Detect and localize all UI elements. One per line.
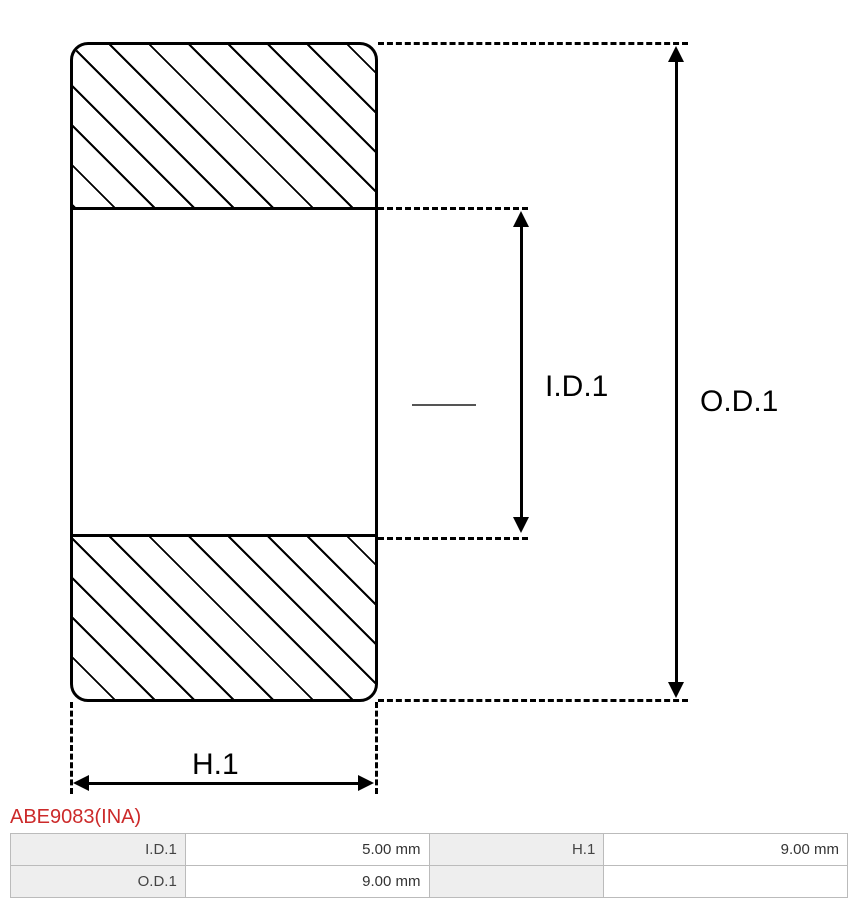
spec-key: I.D.1: [11, 834, 186, 866]
id-extension-top: [378, 207, 528, 210]
spec-value: 5.00 mm: [185, 834, 429, 866]
id-label: I.D.1: [545, 370, 608, 404]
page: O.D.1 I.D.1 H.1 ABE9083(INA) I.D.1 5.00 …: [0, 0, 848, 898]
table-row: I.D.1 5.00 mm H.1 9.00 mm: [11, 834, 848, 866]
od-label: O.D.1: [700, 385, 778, 419]
od-dimension-line: [675, 52, 678, 692]
id-arrowhead-top: [513, 211, 529, 227]
od-arrowhead-top: [668, 46, 684, 62]
spec-value: 9.00 mm: [185, 866, 429, 898]
spec-table: I.D.1 5.00 mm H.1 9.00 mm O.D.1 9.00 mm: [10, 833, 848, 898]
spec-key: H.1: [429, 834, 604, 866]
h1-arrowhead-right: [358, 775, 374, 791]
bushing-outline: [70, 42, 378, 702]
id-dimension-line: [520, 217, 523, 529]
bushing-cross-section-diagram: O.D.1 I.D.1 H.1: [0, 0, 848, 800]
part-number-title: ABE9083(INA): [0, 800, 848, 833]
spec-value: 9.00 mm: [604, 834, 848, 866]
h1-dimension-line: [80, 782, 368, 785]
h1-extension-right: [375, 702, 378, 794]
table-row: O.D.1 9.00 mm: [11, 866, 848, 898]
h1-arrowhead-left: [73, 775, 89, 791]
id-arrowhead-bottom: [513, 517, 529, 533]
spec-key: O.D.1: [11, 866, 186, 898]
hatched-wall-top: [73, 45, 375, 210]
hatched-wall-bottom: [73, 534, 375, 699]
spec-value: [604, 866, 848, 898]
od-arrowhead-bottom: [668, 682, 684, 698]
spec-key: [429, 866, 604, 898]
od-extension-top: [378, 42, 688, 45]
od-extension-bottom: [378, 699, 688, 702]
id-extension-bottom: [378, 537, 528, 540]
centerline-tick: [412, 404, 476, 406]
h1-label: H.1: [192, 748, 239, 782]
